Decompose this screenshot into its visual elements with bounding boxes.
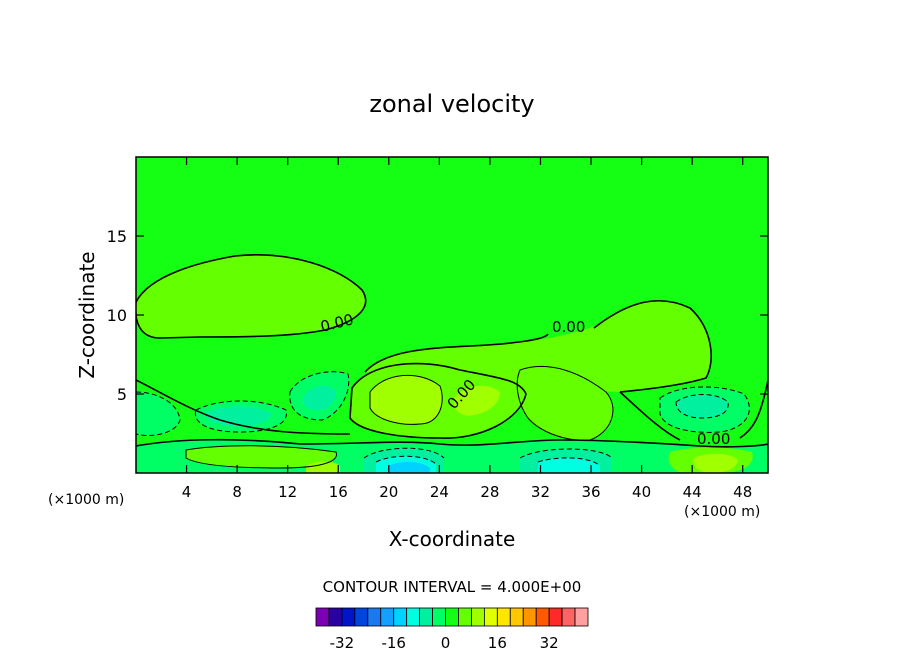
x-tick-label: 20 <box>379 483 398 501</box>
positive-region <box>370 375 443 425</box>
y-axis-units: (×1000 m) <box>48 492 124 508</box>
colorbar-swatch <box>315 607 330 627</box>
positive-region <box>186 445 337 468</box>
x-tick-label: 32 <box>531 483 550 501</box>
zero-contour <box>349 362 527 439</box>
contour-label: 0.00 <box>552 318 585 336</box>
zero-contour <box>136 438 768 448</box>
x-tick-label: 8 <box>232 483 242 501</box>
colorbar-tick-label: -16 <box>381 634 406 652</box>
negative-contour <box>363 447 613 459</box>
x-tick-label: 28 <box>480 483 499 501</box>
x-tick-label: 36 <box>581 483 600 501</box>
positive-region <box>306 461 340 473</box>
colorbar-swatch <box>471 607 485 627</box>
zero-contour <box>364 299 712 393</box>
negative-region <box>136 392 180 436</box>
x-tick-label: 12 <box>278 483 297 501</box>
colorbar-swatch <box>509 607 524 627</box>
colorbar-swatch <box>496 607 511 627</box>
colorbar-swatch <box>445 607 459 627</box>
colorbar-swatch <box>328 607 343 627</box>
positive-region <box>136 254 366 338</box>
contour-label: 0.00 <box>697 430 730 448</box>
y-axis: 5 10 15 <box>107 227 768 404</box>
colorbar-swatch <box>380 607 395 627</box>
negative-contour <box>675 394 729 419</box>
y-tick-label: 5 <box>117 385 127 404</box>
y-axis-label: Z-coordinate <box>75 251 99 378</box>
colorbar-swatch <box>406 607 421 627</box>
y-tick-label: 15 <box>107 227 127 246</box>
x-tick-label: 16 <box>329 483 348 501</box>
plot-area: 0.00 0.00 0.00 0.00 <box>135 156 769 474</box>
colorbar: -32 -16 0 16 32 <box>315 607 589 652</box>
colorbar-swatch <box>535 607 550 627</box>
x-axis: 4 8 12 16 20 24 28 32 36 40 44 48 <box>182 157 752 501</box>
contour-interval: CONTOUR INTERVAL = 4.000E+00 <box>323 578 582 596</box>
negative-contour <box>136 391 181 436</box>
x-tick-label: 44 <box>683 483 702 501</box>
negative-contour <box>375 455 601 467</box>
zero-contour <box>136 379 351 435</box>
contour-line <box>185 445 337 469</box>
colorbar-tick-label: 0 <box>441 634 451 652</box>
x-tick-label: 24 <box>430 483 449 501</box>
positive-region <box>693 453 738 473</box>
colorbar-tick-label: 16 <box>488 634 507 652</box>
colorbar-swatch <box>522 607 537 627</box>
negative-contour <box>194 400 287 433</box>
negative-region <box>388 461 430 473</box>
colorbar-swatch <box>341 607 356 627</box>
x-axis-label: X-coordinate <box>389 527 516 551</box>
zero-contour <box>619 379 768 441</box>
positive-region <box>517 366 613 441</box>
x-tick-label: 48 <box>733 483 752 501</box>
colorbar-swatch <box>483 607 498 627</box>
zero-contour <box>136 254 367 339</box>
colorbar-swatch <box>432 607 446 627</box>
negative-region <box>302 385 336 411</box>
colorbar-swatch <box>354 607 369 627</box>
y-tick-label: 10 <box>107 306 127 325</box>
colorbar-swatch <box>419 607 433 627</box>
negative-region <box>538 457 600 473</box>
colorbar-swatch <box>574 607 589 627</box>
x-tick-label: 40 <box>632 483 651 501</box>
colorbar-swatch <box>548 607 563 627</box>
colorbar-tick-label: -32 <box>330 634 355 652</box>
chart-title: zonal velocity <box>369 90 534 118</box>
colorbar-swatch <box>393 607 408 627</box>
negative-contour <box>289 371 350 421</box>
negative-region <box>676 394 729 418</box>
negative-contour <box>659 386 750 433</box>
colorbar-swatch <box>367 607 382 627</box>
x-axis-units: (×1000 m) <box>684 504 760 520</box>
colorbar-tick-label: 32 <box>540 634 559 652</box>
contour-line <box>369 374 443 425</box>
x-tick-label: 4 <box>182 483 192 501</box>
contour-line <box>516 366 614 441</box>
positive-region <box>453 385 500 416</box>
colorbar-swatch <box>458 607 472 627</box>
colorbar-swatch <box>561 607 576 627</box>
